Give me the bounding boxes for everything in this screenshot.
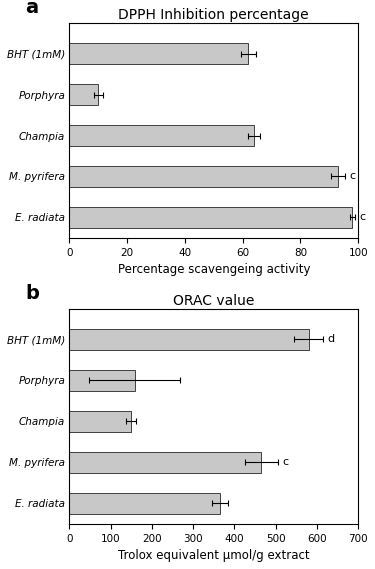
Bar — [69, 329, 309, 350]
Text: b: b — [25, 284, 39, 303]
Bar — [69, 411, 131, 432]
X-axis label: Percentage scavengeing activity: Percentage scavengeing activity — [117, 263, 310, 276]
X-axis label: Trolox equivalent μmol/g extract: Trolox equivalent μmol/g extract — [118, 549, 310, 562]
Title: ORAC value: ORAC value — [173, 294, 255, 308]
Bar — [69, 166, 338, 187]
Bar — [69, 493, 220, 514]
Text: c: c — [350, 171, 356, 182]
Text: c: c — [282, 457, 288, 467]
Bar — [69, 207, 352, 228]
Bar — [69, 125, 254, 146]
Bar — [69, 370, 135, 391]
Title: DPPH Inhibition percentage: DPPH Inhibition percentage — [118, 8, 309, 22]
Bar — [69, 84, 98, 105]
Text: c: c — [360, 212, 366, 222]
Text: d: d — [327, 335, 334, 344]
Bar — [69, 43, 249, 64]
Bar — [69, 452, 261, 473]
Text: a: a — [25, 0, 38, 17]
